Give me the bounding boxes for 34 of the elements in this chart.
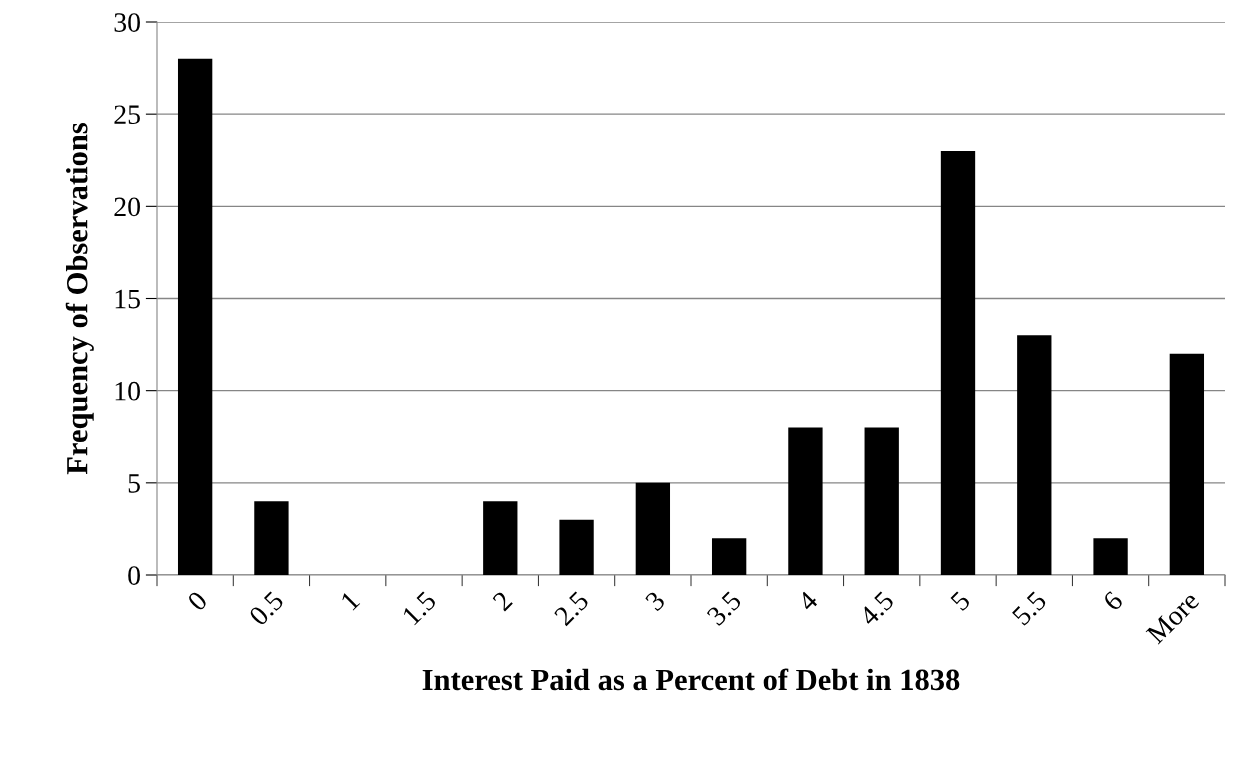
y-tick-label: 5 [128, 474, 140, 493]
x-tick-label: 3.5 [706, 590, 743, 627]
x-tick-label: 4.5 [858, 590, 895, 627]
bar [254, 501, 289, 575]
bar [940, 151, 976, 575]
bar [1017, 335, 1052, 575]
y-tick-label: 20 [114, 197, 140, 217]
y-tick-label: 10 [115, 381, 140, 401]
x-tick-label: 5 [950, 590, 972, 612]
x-axis-title: Interest Paid as a Percent of Debt in 1838 [422, 668, 960, 691]
bar [559, 519, 594, 575]
bar [1093, 538, 1128, 575]
x-tick-label: 3 [644, 590, 666, 612]
x-tick-label: 5.5 [1011, 590, 1048, 627]
bar [483, 501, 518, 575]
x-tick-label: 2 [491, 590, 513, 612]
x-tick-label: 6 [1102, 590, 1124, 612]
x-tick-label: 2.5 [553, 590, 590, 627]
y-tick-label: 0 [128, 566, 140, 585]
bar [864, 427, 899, 575]
y-tick-label: 25 [114, 105, 140, 125]
bar [711, 538, 747, 575]
x-tick-label: 1 [340, 590, 361, 611]
y-axis-title: Frequency of Observations [65, 122, 94, 475]
bar [788, 427, 823, 575]
x-tick-label: 0.5 [248, 590, 285, 627]
x-tick-label: 0 [186, 590, 209, 612]
x-tick-label: 4 [796, 589, 819, 612]
bar [1169, 353, 1205, 575]
y-tick-label: 15 [115, 289, 140, 309]
bar [635, 482, 671, 575]
x-tick-label: 1.5 [401, 590, 438, 626]
y-tick-label: 30 [114, 13, 140, 32]
bar [177, 58, 213, 575]
